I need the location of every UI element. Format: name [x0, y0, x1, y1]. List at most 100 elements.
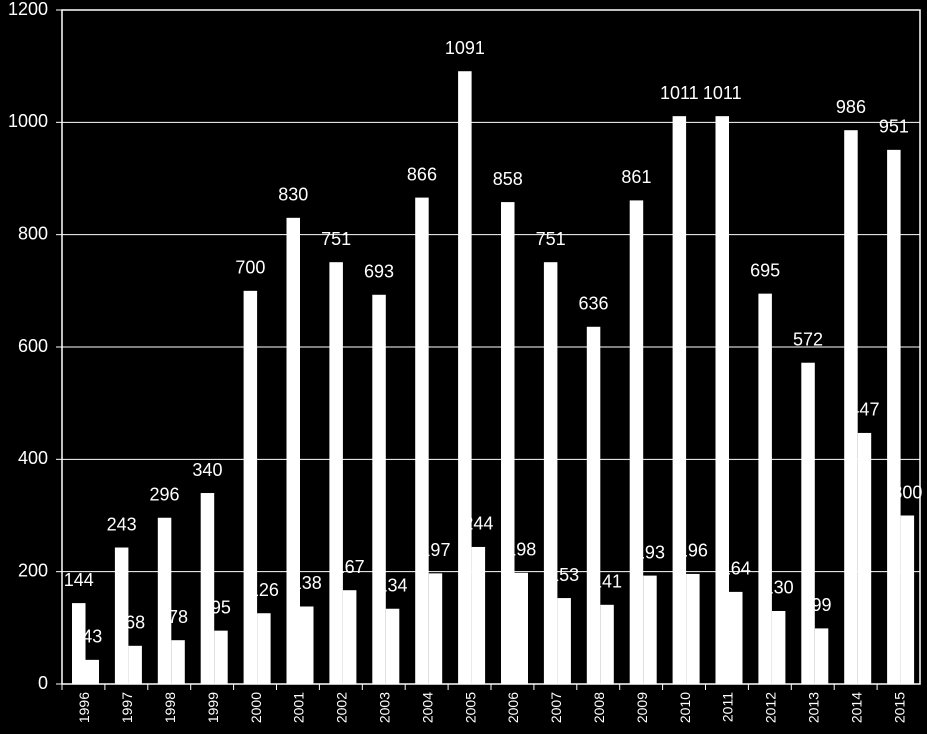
bar — [72, 603, 86, 684]
y-tick-label: 400 — [18, 448, 48, 468]
value-label: 1091 — [445, 38, 485, 58]
value-label: 858 — [493, 169, 523, 189]
x-tick-label: 2001 — [291, 692, 307, 723]
value-label: 164 — [721, 559, 751, 579]
bar — [729, 591, 743, 684]
x-tick-label: 2014 — [848, 692, 864, 723]
bar — [128, 645, 142, 684]
bar — [200, 493, 215, 684]
bar — [686, 573, 700, 684]
x-tick-label: 1996 — [76, 692, 92, 723]
bar — [415, 197, 429, 684]
y-tick-label: 1000 — [8, 111, 48, 131]
value-label: 134 — [378, 575, 408, 595]
bar — [900, 515, 915, 684]
bar — [372, 294, 386, 684]
bar — [514, 572, 528, 684]
value-label: 68 — [125, 613, 145, 633]
value-label: 861 — [621, 167, 651, 187]
bar — [600, 604, 614, 684]
value-label: 986 — [836, 97, 866, 117]
bar — [887, 149, 901, 685]
value-label: 866 — [407, 164, 437, 184]
x-tick-label: 2008 — [591, 692, 607, 723]
x-tick-label: 2007 — [548, 692, 564, 723]
bar — [771, 610, 786, 684]
bar — [471, 546, 486, 684]
value-label: 153 — [549, 565, 579, 585]
x-tick-label: 1997 — [119, 692, 135, 723]
x-tick-label: 2000 — [248, 692, 264, 723]
value-label: 296 — [150, 484, 180, 504]
value-label: 1011 — [703, 83, 742, 103]
value-label: 138 — [292, 573, 322, 593]
x-tick-label: 2011 — [720, 692, 736, 722]
value-label: 830 — [278, 185, 308, 205]
x-tick-label: 2013 — [806, 692, 822, 723]
x-tick-label: 2006 — [505, 692, 521, 723]
bar — [428, 573, 443, 684]
x-tick-label: 2010 — [677, 692, 693, 723]
value-label: 695 — [750, 260, 780, 280]
bar — [501, 202, 515, 684]
x-tick-label: 1998 — [162, 692, 178, 723]
value-label: 951 — [879, 117, 909, 137]
y-tick-label: 1200 — [8, 0, 48, 19]
bar — [300, 606, 314, 684]
value-label: 243 — [107, 514, 137, 534]
bar — [385, 608, 400, 684]
bar — [844, 130, 858, 685]
value-label: 130 — [764, 578, 794, 598]
value-label: 193 — [635, 542, 665, 562]
value-label: 700 — [235, 258, 265, 278]
y-tick-label: 200 — [18, 560, 48, 580]
x-tick-label: 2015 — [891, 692, 907, 723]
y-tick-label: 800 — [18, 223, 48, 243]
bar — [257, 613, 271, 684]
value-label: 636 — [579, 294, 609, 314]
bar — [586, 326, 601, 684]
value-label: 196 — [678, 541, 708, 561]
value-label: 167 — [335, 557, 365, 577]
bar — [171, 640, 185, 684]
x-tick-label: 2002 — [334, 692, 350, 723]
bar — [672, 116, 687, 684]
value-label: 693 — [364, 262, 394, 282]
bar — [857, 432, 872, 684]
value-label: 99 — [812, 595, 832, 615]
value-label: 340 — [192, 460, 222, 480]
x-tick-label: 2009 — [634, 692, 650, 723]
value-label: 43 — [82, 627, 102, 647]
x-tick-label: 2005 — [462, 692, 478, 723]
value-label: 447 — [849, 400, 879, 420]
bar — [243, 290, 258, 684]
value-label: 78 — [168, 607, 188, 627]
y-tick-label: 0 — [38, 673, 48, 693]
x-tick-label: 1999 — [205, 692, 221, 723]
bar — [643, 575, 657, 684]
value-label: 197 — [420, 540, 450, 560]
bar — [114, 547, 129, 684]
bar — [329, 262, 343, 684]
value-label: 198 — [506, 540, 536, 560]
bar — [557, 598, 571, 684]
bar — [758, 293, 772, 684]
value-label: 141 — [592, 572, 622, 592]
bar — [286, 217, 300, 685]
bar — [157, 517, 172, 684]
value-label: 751 — [321, 229, 351, 249]
x-tick-label: 2012 — [763, 692, 779, 723]
bar — [342, 590, 357, 684]
value-label: 126 — [249, 580, 279, 600]
value-label: 1011 — [660, 83, 699, 103]
bar — [214, 630, 228, 684]
bar — [801, 362, 815, 684]
bar — [543, 262, 558, 684]
value-label: 95 — [211, 597, 231, 617]
bar — [458, 71, 472, 684]
value-label: 244 — [463, 514, 493, 534]
value-label: 751 — [536, 229, 566, 249]
value-label: 144 — [64, 570, 94, 590]
bar — [629, 200, 644, 684]
